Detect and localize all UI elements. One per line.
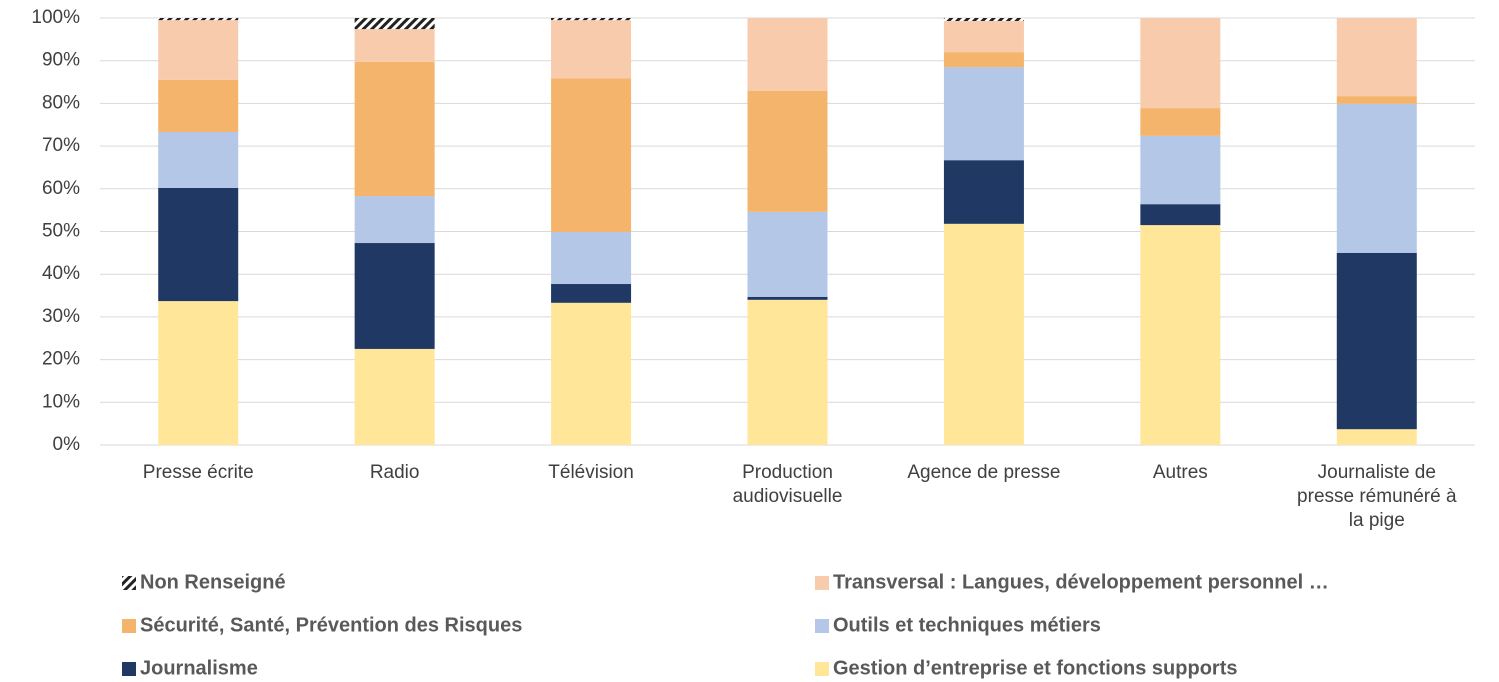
bar-segment (551, 78, 632, 232)
bar-segment (1140, 108, 1221, 136)
bar-segment (1336, 103, 1417, 253)
bar-segment (551, 284, 632, 303)
bar-segment (158, 132, 239, 188)
legend-label: Outils et techniques métiers (833, 614, 1101, 636)
bar-segment (1140, 225, 1221, 445)
bar-segment (1336, 429, 1417, 445)
bar-segment (158, 301, 239, 445)
bar-segment (1140, 204, 1221, 226)
bar-segment (1140, 135, 1221, 205)
x-tick-label: Journaliste de presse rémunéré à la pige (1297, 462, 1457, 531)
y-tick-label: 0% (53, 434, 81, 455)
bar-segment (551, 20, 632, 79)
bar-segment (943, 67, 1024, 161)
legend-label: Transversal : Langues, développement per… (833, 571, 1329, 593)
bar-segment (943, 223, 1024, 445)
y-tick-label: 30% (42, 306, 80, 327)
y-tick-label: 50% (42, 221, 80, 242)
bar-segment (943, 52, 1024, 68)
bar-segment (747, 296, 828, 300)
bar-segment (1140, 18, 1221, 109)
x-tick-label: Autres (1152, 462, 1208, 483)
bar-segment (1336, 252, 1417, 430)
bar-segment (943, 160, 1024, 224)
bar-segment (354, 61, 435, 197)
bar-segment (354, 348, 435, 445)
legend-label: Non Renseigné (140, 571, 286, 593)
bar-segment (354, 196, 435, 244)
x-tick-label: Radio (369, 462, 420, 483)
bar-segment (158, 18, 239, 21)
x-tick-label: Agence de presse (907, 462, 1061, 483)
y-tick-label: 10% (42, 391, 80, 412)
bar-segment (158, 79, 239, 133)
legend-swatch (122, 619, 136, 633)
legend-swatch (815, 619, 829, 633)
bar-segment (1336, 96, 1417, 104)
y-tick-label: 90% (42, 50, 80, 71)
bar-segment (551, 302, 632, 445)
bar-segment (1336, 18, 1417, 97)
legend-label: Gestion d’entreprise et fonctions suppor… (833, 657, 1238, 679)
y-tick-label: 60% (42, 178, 80, 199)
bar-segment (158, 187, 239, 302)
x-tick-label: Production audiovisuelle (732, 462, 843, 507)
x-tick-label: Presse écrite (142, 462, 254, 483)
bar-segment (551, 18, 632, 21)
bar-segment (943, 20, 1024, 53)
bar-segment (354, 18, 435, 30)
bar-segment (747, 299, 828, 445)
y-tick-label: 40% (42, 263, 80, 284)
legend-swatch (122, 576, 136, 590)
legend-swatch (815, 576, 829, 590)
bar-segment (551, 231, 632, 285)
y-tick-label: 80% (42, 92, 80, 113)
bar-segment (747, 91, 828, 212)
bar-segment (747, 18, 828, 92)
bar-segment (943, 18, 1024, 21)
legend-swatch (815, 662, 829, 676)
legend-label: Sécurité, Santé, Prévention des Risques (140, 614, 522, 636)
y-tick-label: 70% (42, 135, 80, 156)
bar-segment (354, 29, 435, 62)
legend-label: Journalisme (140, 657, 258, 679)
legend-swatch (122, 662, 136, 676)
bar-segment (354, 243, 435, 349)
y-tick-label: 100% (31, 7, 80, 28)
bar-segment (158, 20, 239, 80)
x-tick-label: Télévision (548, 462, 634, 483)
bar-segment (747, 211, 828, 297)
y-tick-label: 20% (42, 349, 80, 370)
